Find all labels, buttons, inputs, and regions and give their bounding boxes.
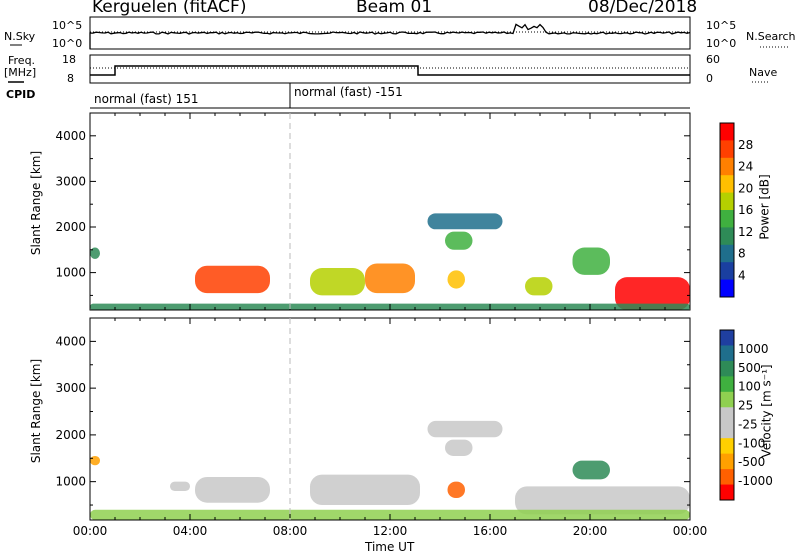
colorbar-frame — [719, 122, 735, 298]
colorbar-tick-label: 500 — [738, 361, 761, 375]
colorbar-tick-label: -25 — [738, 417, 758, 431]
nsky-tick-bottom-right: 10^0 — [706, 37, 737, 50]
x-tick-label: 04:00 — [173, 524, 208, 538]
colorbar-tick-label: 100 — [738, 380, 761, 394]
nave-tick-bottom: 0 — [706, 72, 713, 85]
colorbar-segment — [720, 469, 734, 486]
colorbar-segment — [720, 244, 734, 263]
freq-tick-bottom: 8 — [67, 72, 74, 85]
colorbar-segment — [720, 376, 734, 393]
echo-region-power-0 — [90, 247, 100, 259]
colorbar-segment — [720, 140, 734, 159]
freq-trace — [90, 65, 690, 76]
colorbar-segment — [720, 192, 734, 211]
echo-region-velocity-5 — [445, 439, 473, 456]
colorbar-segment — [720, 123, 734, 141]
cpid-label: CPID — [6, 88, 36, 101]
x-axis-label: Time UT — [365, 540, 415, 554]
y-tick-label: 4000 — [55, 334, 86, 348]
colorbar-tick-label: 25 — [738, 399, 753, 413]
y-tick-label: 4000 — [55, 129, 86, 143]
echo-region-velocity-0 — [90, 455, 100, 466]
cpid-segment-2: normal (fast) -151 — [294, 85, 403, 99]
y-tick-label: 2000 — [55, 428, 86, 442]
nave-label: Nave — [749, 66, 778, 79]
colorbar-segment — [720, 484, 734, 501]
colorbar-tick-label: 24 — [738, 160, 753, 174]
echo-region-velocity-8 — [515, 486, 690, 515]
colorbar-segment — [720, 227, 734, 246]
echo-region-power-9 — [615, 277, 690, 310]
date-title: 08/Dec/2018 — [588, 0, 698, 17]
x-tick-label: 20:00 — [573, 524, 608, 538]
y-tick-label: 3000 — [55, 381, 86, 395]
nsky-tick-top-right: 10^5 — [706, 19, 737, 32]
colorbar-segment — [720, 438, 734, 455]
colorbar-tick-label: -100 — [738, 436, 765, 450]
y-tick-label: 2000 — [55, 220, 86, 234]
echo-region-power-5 — [445, 231, 473, 250]
colorbar-tick-label: -500 — [738, 455, 765, 469]
cpid-segment-1: normal (fast) 151 — [94, 92, 199, 106]
colorbar-tick-label: 1000 — [738, 342, 769, 356]
echo-region-power-4 — [447, 270, 465, 289]
colorbar-segment — [720, 407, 734, 424]
colorbar-segment — [720, 262, 734, 281]
nsearch-label: N.Search — [746, 30, 796, 43]
freq-panel-frame — [89, 54, 691, 84]
nsky-label: N.Sky — [4, 30, 36, 43]
station-title: Kerguelen (fitACF) — [92, 0, 247, 17]
colorbar-segment — [720, 453, 734, 470]
colorbar-tick-label: 12 — [738, 225, 753, 239]
colorbar-frame — [719, 329, 735, 501]
colorbar-segment — [720, 391, 734, 408]
colorbar-segment — [720, 422, 734, 439]
echo-region-velocity-6 — [427, 420, 503, 438]
colorbar-segment — [720, 210, 734, 228]
colorbar-tick-label: 8 — [738, 247, 746, 261]
colorbar-tick-label: -1000 — [738, 474, 773, 488]
colorbar-segment — [720, 360, 734, 377]
x-tick-label: 08:00 — [273, 524, 308, 538]
colorbar-tick-label: 4 — [738, 268, 746, 282]
colorbar-segment — [720, 345, 734, 362]
freq-label: Freq. — [8, 54, 36, 67]
y-tick-label: 1000 — [55, 266, 86, 280]
colorbar-segment — [720, 330, 734, 346]
nsky-tick-bottom: 10^0 — [52, 37, 83, 50]
y-tick-label: 3000 — [55, 174, 86, 188]
colorbar-tick-label: 16 — [738, 203, 753, 217]
echo-region-power-3 — [365, 263, 415, 294]
echo-region-velocity-2 — [170, 481, 190, 492]
x-tick-label: 12:00 — [373, 524, 408, 538]
nsky-tick-top: 10^5 — [52, 19, 83, 32]
colorbar-segment — [720, 157, 734, 176]
y-tick-label: 1000 — [55, 475, 86, 489]
echo-region-power-8 — [572, 247, 610, 275]
freq-tick-top: 18 — [62, 53, 76, 66]
x-tick-label: 00:00 — [73, 524, 108, 538]
freq-unit-label: [MHz] — [4, 66, 37, 79]
echo-region-power-7 — [525, 277, 553, 296]
echo-region-power-6 — [427, 213, 503, 230]
echo-region-velocity-3 — [310, 474, 420, 506]
echo-region-power-2 — [310, 268, 365, 296]
x-tick-label: 00:00 — [673, 524, 708, 538]
echo-region-velocity-7 — [572, 460, 610, 480]
echo-region-velocity-1 — [195, 476, 270, 503]
colorbar-tick-label: 28 — [738, 138, 753, 152]
nave-tick-top: 60 — [706, 53, 720, 66]
x-tick-label: 16:00 — [473, 524, 508, 538]
colorbar-tick-label: 20 — [738, 181, 753, 195]
nsky-trace — [89, 23, 691, 49]
echo-region-velocity-4 — [447, 481, 465, 499]
beam-title: Beam 01 — [356, 0, 433, 17]
colorbar-segment — [720, 279, 734, 298]
colorbar-segment — [720, 175, 734, 194]
echo-region-power-1 — [195, 265, 270, 294]
